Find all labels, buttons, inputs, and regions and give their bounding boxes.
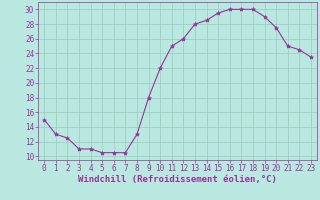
X-axis label: Windchill (Refroidissement éolien,°C): Windchill (Refroidissement éolien,°C) xyxy=(78,175,277,184)
